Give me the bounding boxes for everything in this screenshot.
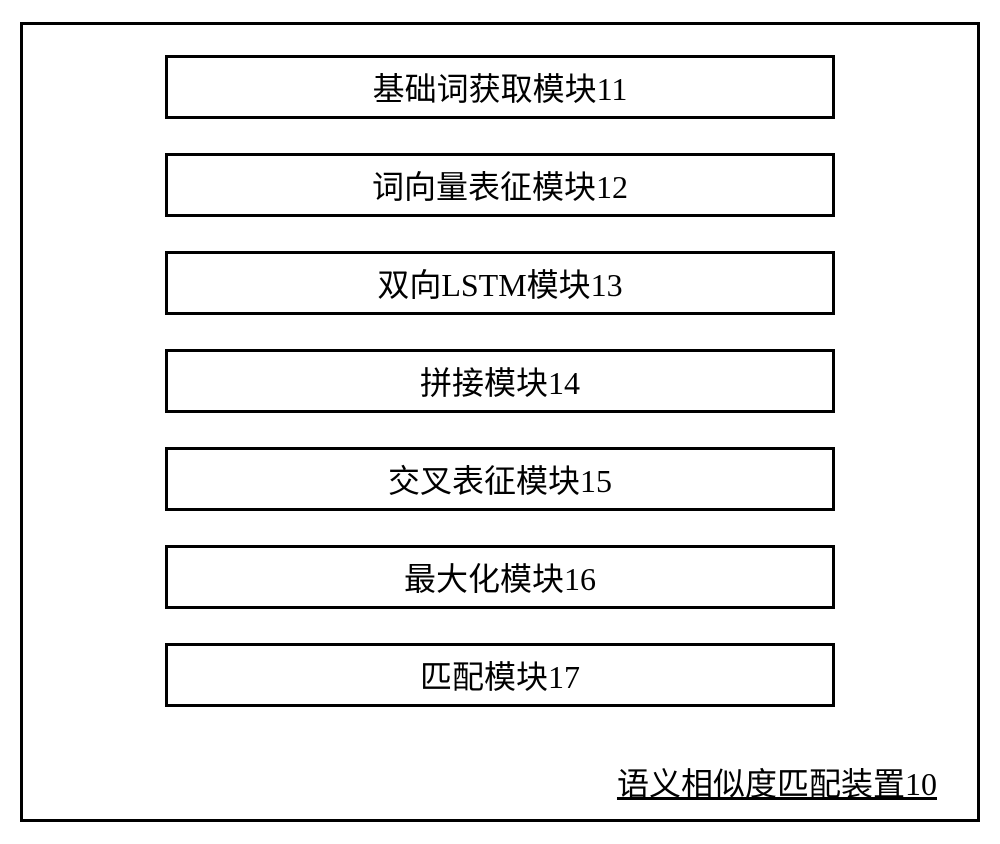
- module-box-4: 拼接模块14: [165, 349, 835, 413]
- module-box-1: 基础词获取模块11: [165, 55, 835, 119]
- module-label-2: 词向量表征模块12: [372, 162, 628, 208]
- diagram-container: 基础词获取模块11 词向量表征模块12 双向LSTM模块13 拼接模块14 交叉…: [20, 22, 980, 822]
- module-box-6: 最大化模块16: [165, 545, 835, 609]
- module-box-7: 匹配模块17: [165, 643, 835, 707]
- modules-stack: 基础词获取模块11 词向量表征模块12 双向LSTM模块13 拼接模块14 交叉…: [23, 55, 977, 707]
- module-label-6: 最大化模块16: [404, 554, 596, 600]
- module-box-3: 双向LSTM模块13: [165, 251, 835, 315]
- module-label-1: 基础词获取模块11: [373, 64, 628, 110]
- module-label-4: 拼接模块14: [420, 358, 580, 404]
- module-label-3: 双向LSTM模块13: [377, 260, 622, 306]
- module-box-5: 交叉表征模块15: [165, 447, 835, 511]
- module-label-5: 交叉表征模块15: [388, 456, 612, 502]
- module-label-7: 匹配模块17: [420, 652, 580, 698]
- device-label: 语义相似度匹配装置10: [617, 759, 937, 805]
- module-box-2: 词向量表征模块12: [165, 153, 835, 217]
